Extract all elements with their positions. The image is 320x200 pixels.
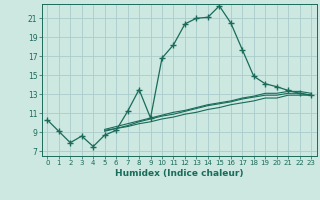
X-axis label: Humidex (Indice chaleur): Humidex (Indice chaleur) [115,169,244,178]
